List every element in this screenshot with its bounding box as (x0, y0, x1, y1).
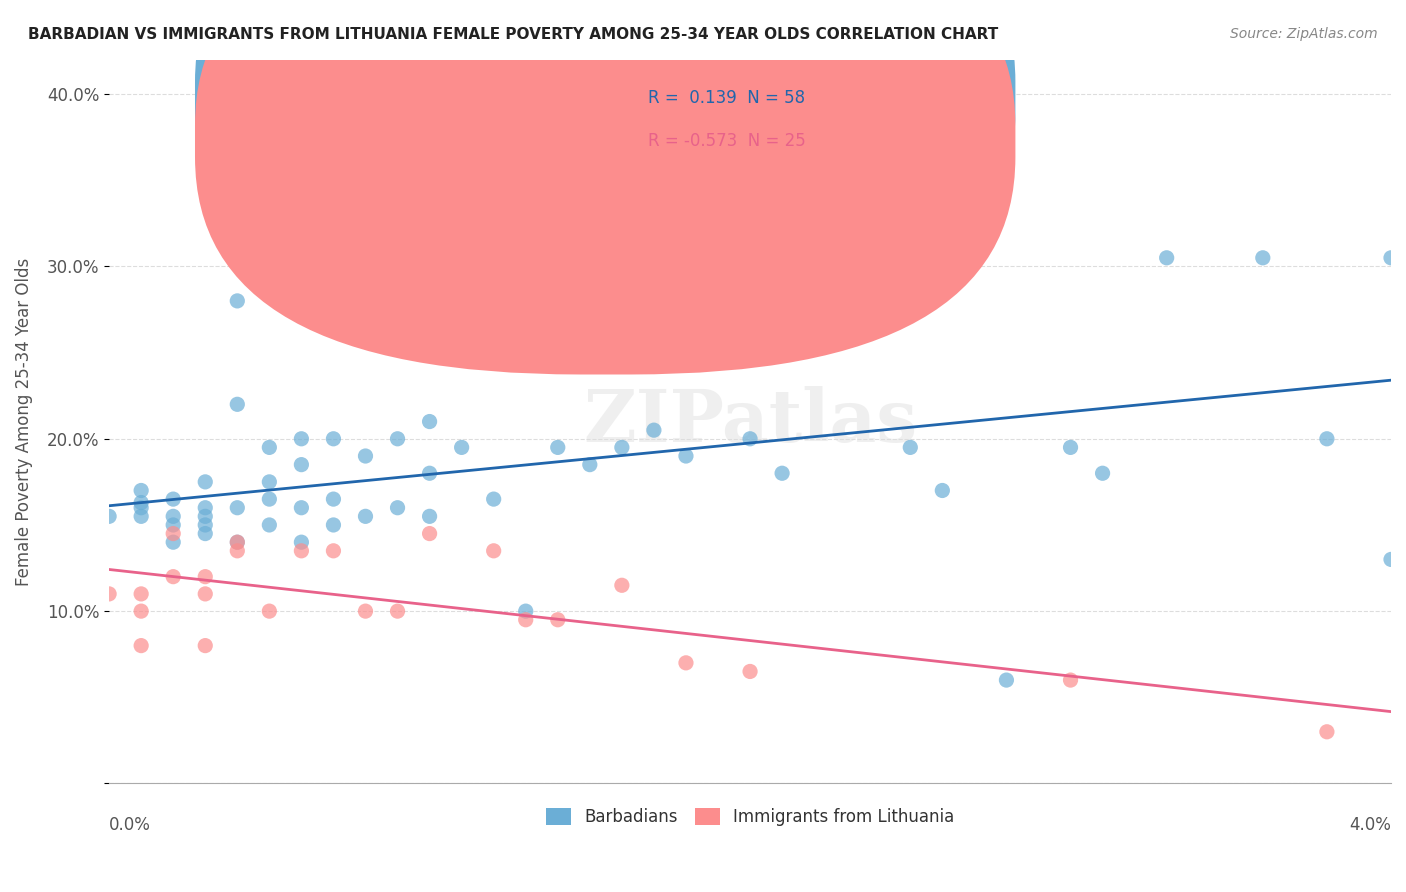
Point (290, 458, 312, 472)
Point (610, 578, 633, 592)
Point (1316, 724, 1339, 739)
FancyBboxPatch shape (551, 67, 936, 190)
Point (482, 492, 505, 507)
FancyBboxPatch shape (195, 0, 1015, 331)
Point (129, 604, 152, 618)
Point (259, 518, 281, 533)
Point (194, 509, 217, 524)
Point (129, 483, 152, 498)
Point (98, 587, 121, 601)
Point (290, 432, 312, 446)
Point (162, 509, 184, 524)
Point (290, 544, 312, 558)
Point (194, 500, 217, 515)
Point (450, 441, 472, 455)
Point (129, 509, 152, 524)
Point (1316, 432, 1339, 446)
Point (194, 587, 217, 601)
Point (322, 492, 344, 507)
Point (482, 544, 505, 558)
Point (995, 673, 1018, 687)
Point (770, 467, 793, 481)
Point (259, 492, 281, 507)
Point (419, 467, 441, 481)
Point (322, 544, 344, 558)
Point (419, 509, 441, 524)
Point (610, 441, 633, 455)
Legend: Barbadians, Immigrants from Lithuania: Barbadians, Immigrants from Lithuania (540, 802, 960, 833)
Point (803, 234, 825, 248)
Point (387, 500, 409, 515)
Point (419, 526, 441, 541)
Text: 0.0%: 0.0% (110, 816, 150, 834)
Point (129, 639, 152, 653)
Point (579, 458, 602, 472)
Point (547, 613, 569, 627)
Point (675, 449, 697, 463)
Point (129, 587, 152, 601)
FancyBboxPatch shape (195, 0, 1015, 375)
Point (226, 397, 249, 411)
Point (226, 500, 249, 515)
Point (515, 613, 537, 627)
Point (738, 432, 761, 446)
Point (162, 492, 184, 507)
Point (162, 569, 184, 583)
Point (322, 432, 344, 446)
Point (1059, 673, 1081, 687)
Point (162, 526, 184, 541)
Text: R =  0.139  N = 58: R = 0.139 N = 58 (648, 89, 804, 107)
Point (643, 423, 665, 437)
Point (419, 415, 441, 429)
Point (1156, 251, 1178, 265)
Point (354, 449, 377, 463)
Text: ZIPatlas: ZIPatlas (583, 386, 917, 457)
Point (259, 475, 281, 489)
Text: BARBADIAN VS IMMIGRANTS FROM LITHUANIA FEMALE POVERTY AMONG 25-34 YEAR OLDS CORR: BARBADIAN VS IMMIGRANTS FROM LITHUANIA F… (28, 27, 998, 42)
Point (547, 441, 569, 455)
Text: Source: ZipAtlas.com: Source: ZipAtlas.com (1230, 27, 1378, 41)
Point (98, 509, 121, 524)
Point (259, 441, 281, 455)
Point (387, 604, 409, 618)
Text: 4.0%: 4.0% (1350, 816, 1391, 834)
Y-axis label: Female Poverty Among 25-34 Year Olds: Female Poverty Among 25-34 Year Olds (15, 258, 32, 586)
Point (226, 535, 249, 549)
Point (226, 293, 249, 308)
Point (322, 518, 344, 533)
Point (290, 500, 312, 515)
Point (194, 526, 217, 541)
Point (835, 225, 858, 239)
Point (194, 639, 217, 653)
Point (931, 483, 953, 498)
Point (226, 535, 249, 549)
Point (675, 656, 697, 670)
Point (194, 475, 217, 489)
Point (162, 535, 184, 549)
Point (898, 441, 921, 455)
Point (226, 544, 249, 558)
Point (290, 535, 312, 549)
Point (259, 604, 281, 618)
Point (194, 569, 217, 583)
Point (1059, 441, 1081, 455)
Point (354, 604, 377, 618)
Text: R = -0.573  N = 25: R = -0.573 N = 25 (648, 132, 806, 151)
Point (129, 495, 152, 509)
Point (1091, 467, 1114, 481)
Point (387, 432, 409, 446)
Point (129, 500, 152, 515)
Point (1251, 251, 1274, 265)
Point (1379, 251, 1402, 265)
Point (194, 518, 217, 533)
Point (515, 604, 537, 618)
Point (1379, 552, 1402, 566)
Point (162, 518, 184, 533)
Point (354, 509, 377, 524)
Point (738, 665, 761, 679)
